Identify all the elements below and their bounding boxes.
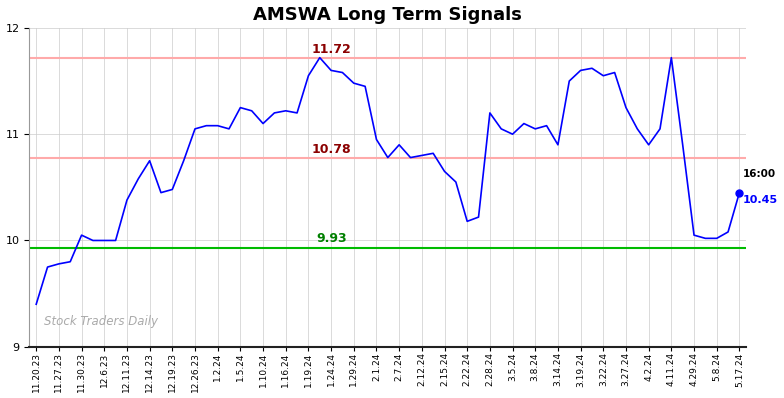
Text: 10.78: 10.78 — [312, 143, 351, 156]
Text: Stock Traders Daily: Stock Traders Daily — [44, 315, 158, 328]
Text: 11.72: 11.72 — [312, 43, 351, 57]
Text: 9.93: 9.93 — [316, 232, 347, 244]
Text: 10.45: 10.45 — [742, 195, 778, 205]
Text: 16:00: 16:00 — [742, 169, 776, 179]
Title: AMSWA Long Term Signals: AMSWA Long Term Signals — [253, 6, 522, 23]
